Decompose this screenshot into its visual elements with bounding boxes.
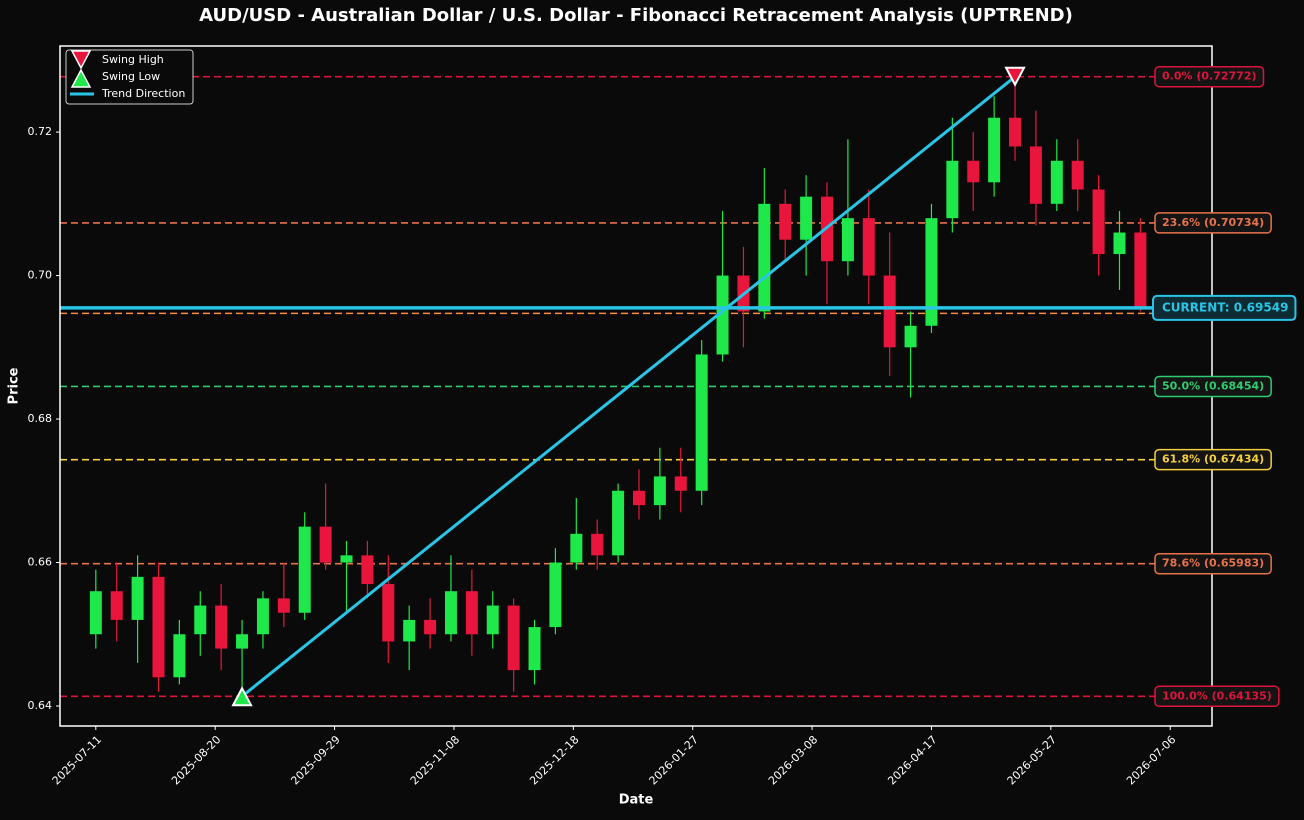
candle-body — [925, 218, 938, 326]
trend-line — [241, 75, 1016, 698]
candle-body — [1092, 189, 1105, 255]
candle-body — [277, 598, 290, 613]
candle-body — [967, 160, 980, 183]
fib-label-box — [1154, 375, 1272, 398]
fib-label: 61.8% (0.67434) — [1162, 453, 1264, 466]
candle-body — [988, 117, 1001, 183]
fib-label-box — [1154, 448, 1272, 471]
candle-body — [236, 634, 249, 649]
candle-body — [841, 218, 854, 262]
legend-label: Swing Low — [102, 70, 160, 83]
candle-body — [424, 619, 437, 635]
candle-body — [340, 555, 353, 563]
candle-body — [215, 605, 228, 649]
candle-body — [131, 576, 144, 620]
candle-body — [758, 203, 771, 312]
candle-body — [507, 605, 520, 671]
fib-label: 100.0% (0.64135) — [1162, 689, 1272, 702]
candle-body — [194, 605, 207, 635]
fib-label-box — [1154, 65, 1265, 88]
candle-body — [89, 591, 102, 635]
legend-swatch — [70, 50, 92, 70]
fib-label-box — [1154, 552, 1272, 575]
y-tick-label: 0.66 — [28, 556, 53, 569]
candle-body — [862, 218, 875, 276]
candle-body — [1113, 232, 1126, 255]
candle-body — [1071, 160, 1084, 190]
fib-label: 78.6% (0.65983) — [1162, 557, 1264, 570]
chart-title: AUD/USD - Australian Dollar / U.S. Dolla… — [199, 5, 1073, 26]
y-tick-label: 0.68 — [28, 412, 53, 425]
candle-body — [403, 619, 416, 642]
legend-box — [65, 49, 194, 105]
y-tick-label: 0.72 — [28, 125, 53, 138]
candle-body — [883, 275, 896, 348]
candle-body — [1009, 117, 1022, 147]
y-tick-label: 0.70 — [28, 269, 53, 282]
legend-label: Trend Direction — [101, 87, 185, 100]
candle-body — [465, 591, 478, 635]
fib-label-box — [1154, 685, 1280, 708]
fib-label-box — [1154, 212, 1272, 234]
candle-body — [632, 490, 645, 506]
candle-body — [528, 627, 541, 671]
candle-body — [152, 576, 165, 678]
candle-body — [319, 526, 332, 563]
candle-body — [444, 591, 457, 635]
candle-body — [1050, 160, 1063, 204]
current-label-box — [1152, 294, 1297, 321]
fib-label: 23.6% (0.70734) — [1162, 216, 1264, 229]
candle-body — [612, 490, 625, 556]
candle-body — [549, 562, 562, 628]
candle-body — [716, 275, 729, 355]
swing-low-marker — [231, 686, 253, 707]
legend-swatch — [70, 68, 92, 88]
candle-body — [695, 354, 708, 491]
candle-body — [361, 555, 374, 585]
candle-body — [904, 325, 917, 348]
x-axis-label: Date — [619, 793, 654, 808]
candle-body — [800, 196, 813, 240]
candle-body — [779, 203, 792, 240]
candle-body — [382, 584, 395, 642]
fib-label: 0.0% (0.72772) — [1162, 70, 1257, 83]
candle-body — [173, 634, 186, 678]
candle-body — [256, 598, 269, 635]
candle-body — [298, 526, 311, 613]
candle-body — [486, 605, 499, 635]
candle-body — [1134, 232, 1147, 308]
candle-body — [591, 533, 604, 556]
swing-high-marker — [1004, 66, 1026, 87]
current-label: CURRENT: 0.69549 — [1162, 300, 1288, 314]
candle-body — [110, 591, 123, 620]
candle-body — [1029, 146, 1042, 204]
y-axis-label: Price — [7, 367, 22, 404]
candle-body — [653, 476, 666, 506]
candle-body — [946, 160, 959, 219]
y-tick-label: 0.64 — [28, 699, 53, 712]
fib-label: 50.0% (0.68454) — [1162, 379, 1264, 392]
candle-body — [674, 476, 687, 491]
legend-label: Swing High — [102, 53, 164, 66]
plot — [60, 75, 1212, 698]
candle-body — [570, 533, 583, 563]
